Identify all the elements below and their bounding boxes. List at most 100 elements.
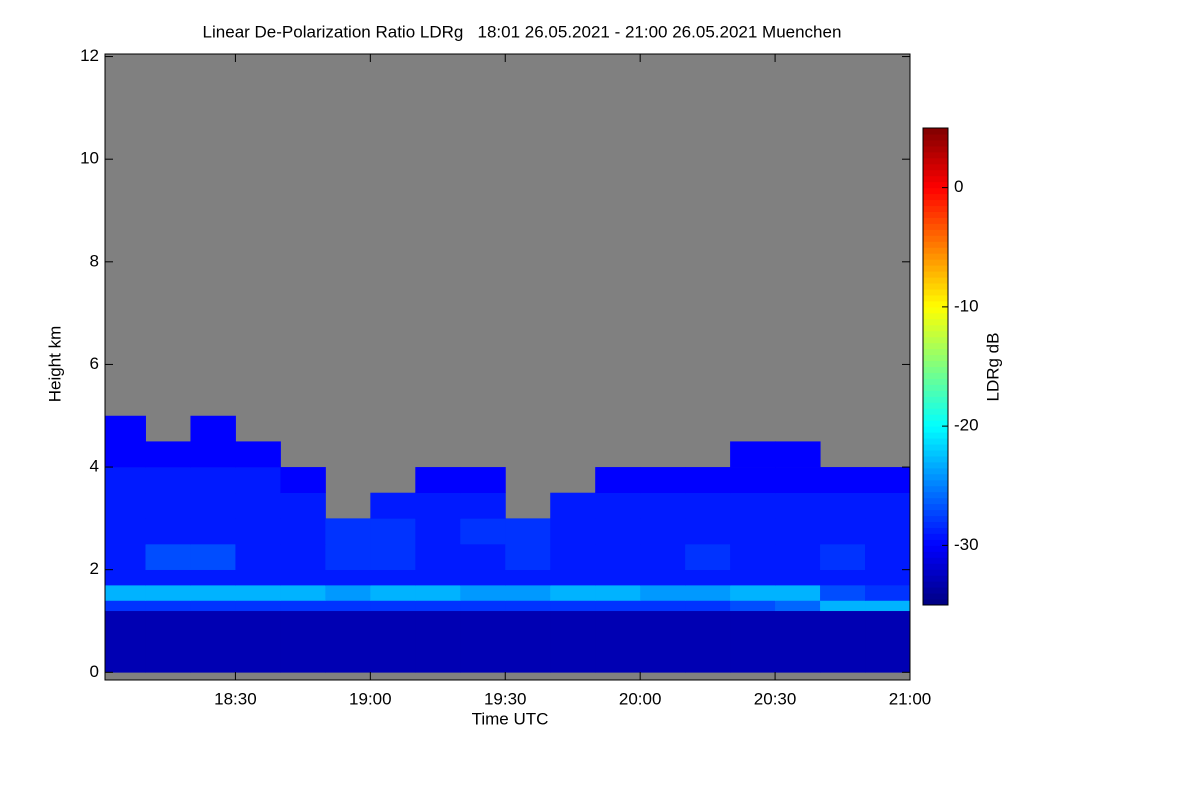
y-tick-label: 0	[90, 662, 99, 681]
x-tick-label: 20:00	[619, 689, 662, 708]
heatmap-cell	[505, 518, 551, 545]
heatmap-cell	[280, 600, 326, 612]
colorbar-segment	[923, 467, 948, 475]
heatmap-cell	[280, 544, 326, 570]
x-tick-label: 18:30	[214, 689, 257, 708]
heatmap-cell	[190, 585, 236, 601]
heatmap-cell	[105, 441, 146, 468]
heatmap-cell	[730, 610, 776, 673]
heatmap-cell	[820, 544, 866, 570]
x-tick-label: 19:30	[484, 689, 527, 708]
heatmap-cell	[550, 600, 596, 612]
colorbar-segment	[923, 408, 948, 415]
heatmap-cell	[505, 600, 551, 612]
heatmap-cell	[640, 569, 686, 586]
colorbar-segment	[923, 235, 948, 242]
heatmap-cell	[640, 492, 686, 519]
colorbar-segment	[923, 497, 948, 505]
colorbar-segment	[923, 402, 948, 409]
colorbar-segment	[923, 414, 948, 421]
heatmap-cell	[595, 467, 641, 494]
colorbar-segment	[923, 420, 948, 427]
colorbar-tick-label: -10	[954, 296, 979, 315]
heatmap-cell	[235, 610, 281, 673]
heatmap-cell	[280, 610, 326, 673]
heatmap-cell	[865, 467, 911, 494]
colorbar-segment	[923, 211, 948, 218]
colorbar-segment	[923, 330, 948, 338]
colorbar-segment	[923, 461, 948, 469]
colorbar-segment	[923, 181, 948, 189]
colorbar-segment	[923, 157, 948, 165]
heatmap-cell	[685, 585, 731, 601]
colorbar-segment	[923, 259, 948, 266]
heatmap-cell	[775, 585, 821, 601]
colorbar-segment	[923, 223, 948, 230]
heatmap-cell	[820, 569, 866, 586]
colorbar-segment	[923, 384, 948, 391]
heatmap-cell	[190, 467, 236, 494]
heatmap-cell	[460, 610, 506, 673]
colorbar-segment	[923, 545, 948, 552]
heatmap-cell	[505, 569, 551, 586]
heatmap-cell	[820, 492, 866, 519]
heatmap-cell	[145, 467, 191, 494]
colorbar-segment	[923, 455, 948, 463]
heatmap-cell	[235, 569, 281, 586]
heatmap-cell	[685, 518, 731, 545]
plot-frame	[104, 53, 911, 681]
heatmap-cell	[730, 492, 776, 519]
colorbar-segment	[923, 527, 948, 534]
colorbar-segment	[923, 205, 948, 212]
heatmap-cell	[325, 610, 371, 673]
heatmap-cell	[550, 585, 596, 601]
colorbar-segment	[923, 318, 948, 326]
colorbar-segment	[923, 575, 948, 582]
heatmap-cell	[145, 492, 191, 519]
colorbar-segment	[923, 247, 948, 254]
colorbar-segment	[923, 175, 948, 183]
colorbar-segment	[923, 139, 948, 147]
colorbar-segment	[923, 277, 948, 284]
colorbar-segment	[923, 348, 948, 356]
colorbar-segment	[923, 390, 948, 397]
colorbar-segment	[923, 133, 948, 141]
heatmap-cell	[280, 569, 326, 586]
heatmap-cell	[640, 544, 686, 570]
colorbar-segment	[923, 229, 948, 236]
colorbar-segment	[923, 473, 948, 481]
heatmap-cell	[370, 600, 416, 612]
heatmap-cell	[775, 600, 821, 612]
heatmap-cell	[325, 544, 371, 570]
heatmap-cell	[280, 467, 326, 494]
heatmap-cell	[235, 441, 281, 468]
heatmap-cell	[505, 585, 551, 601]
x-tick-label: 20:30	[754, 689, 797, 708]
heatmap-cell	[235, 518, 281, 545]
heatmap-cell	[235, 585, 281, 601]
heatmap-cell	[235, 544, 281, 570]
x-axis-label: Time UTC	[472, 709, 549, 728]
heatmap-cell	[105, 492, 146, 519]
heatmap-cell	[190, 569, 236, 586]
y-axis-label: Height km	[45, 326, 64, 403]
heatmap-cell	[775, 569, 821, 586]
colorbar-tick-label: 0	[954, 177, 963, 196]
colorbar-segment	[923, 265, 948, 272]
heatmap-cell	[595, 492, 641, 519]
colorbar-segment	[923, 241, 948, 248]
heatmap-cell	[235, 600, 281, 612]
heatmap-cell	[775, 467, 821, 494]
heatmap-cell	[865, 610, 911, 673]
heatmap-cell	[190, 415, 236, 442]
colorbar-segment	[923, 163, 948, 171]
heatmap-cell	[865, 518, 911, 545]
heatmap-cell	[595, 569, 641, 586]
chart-title: Linear De-Polarization Ratio LDRg 18:01 …	[203, 22, 842, 41]
heatmap-cell	[820, 610, 866, 673]
colorbar-segment	[923, 128, 948, 135]
colorbar-segment	[923, 503, 948, 511]
heatmap-cell	[370, 518, 416, 545]
colorbar-segment	[923, 300, 948, 308]
heatmap-cell	[730, 441, 776, 468]
